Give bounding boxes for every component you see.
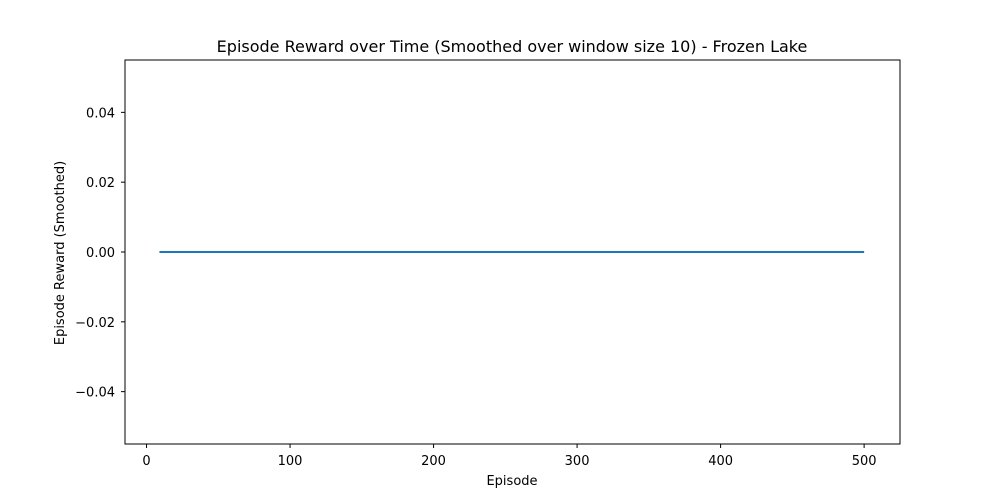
x-tick-label: 300 [565,454,590,469]
y-tick-label: 0.02 [86,176,115,191]
x-tick-label: 100 [278,454,303,469]
x-tick-label: 500 [852,454,877,469]
chart-title: Episode Reward over Time (Smoothed over … [217,37,808,56]
x-tick-label: 0 [142,454,150,469]
x-tick-label: 200 [421,454,446,469]
y-axis: −0.04 −0.02 0.00 0.02 0.04 [75,106,125,401]
y-tick-label: −0.04 [75,386,115,401]
x-tick-label: 400 [708,454,733,469]
x-axis: 0 100 200 300 400 500 [142,444,877,469]
x-axis-label: Episode [486,474,537,489]
y-tick-label: 0.04 [86,106,115,121]
y-axis-label: Episode Reward (Smoothed) [53,161,68,345]
y-tick-label: 0.00 [86,246,115,261]
y-tick-label: −0.02 [75,316,115,331]
